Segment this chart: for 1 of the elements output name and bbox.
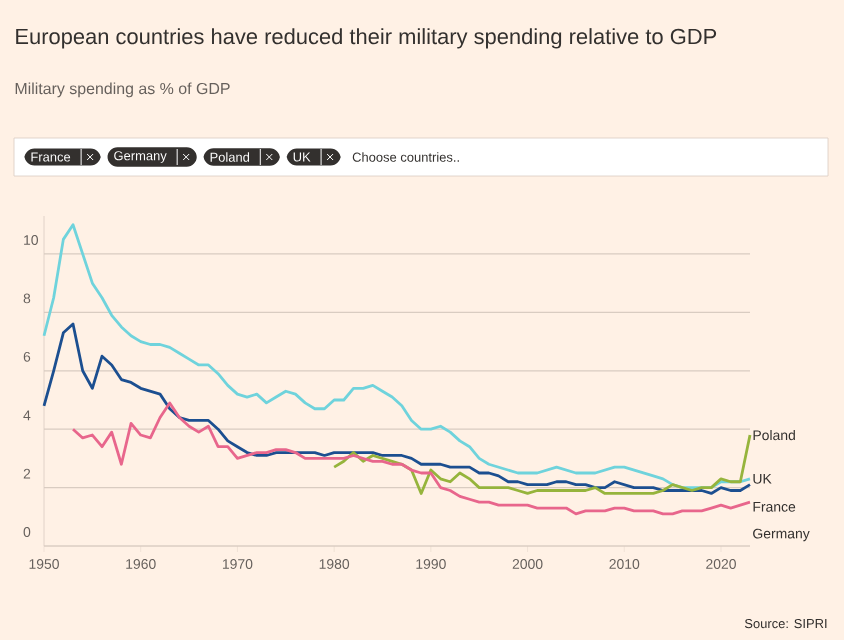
chart-title: European countries have reduced their military spending relative to GDP bbox=[16, 28, 717, 49]
